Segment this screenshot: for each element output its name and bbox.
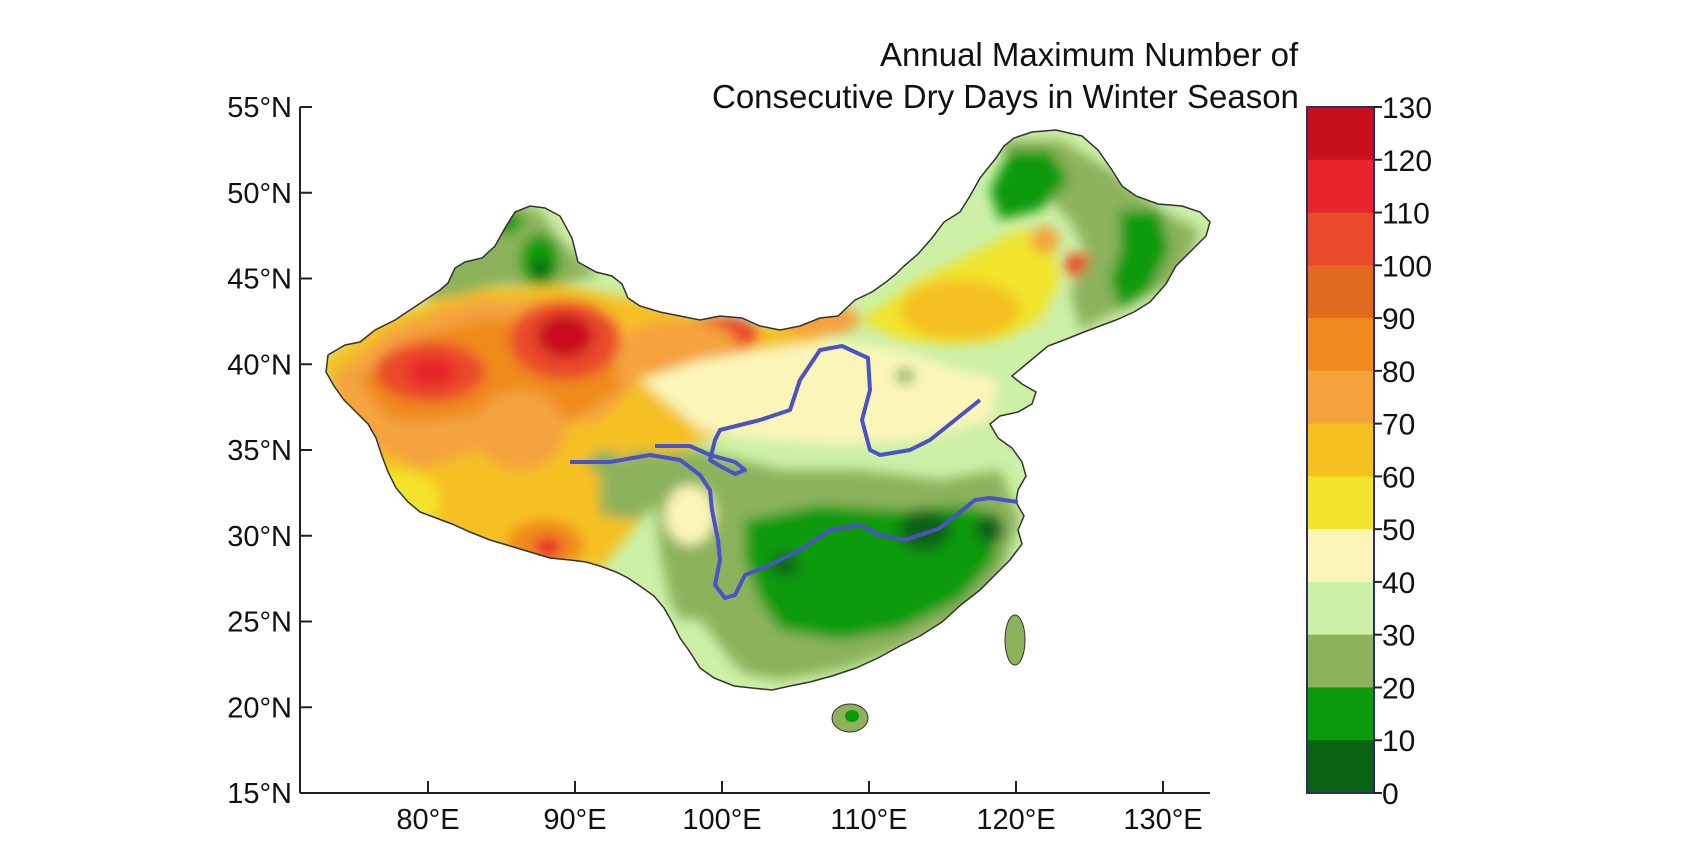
axes: 55°N 50°N 45°N 40°N 35°N 30°N 25°N 20°N 15°N 80°… xyxy=(227,92,1210,836)
lat-tick-label: 15°N xyxy=(227,778,292,810)
colorbar-bin xyxy=(1307,318,1374,372)
lat-tick-label: 35°N xyxy=(227,435,292,467)
colorbar-tick-label: 0 xyxy=(1382,778,1399,811)
taiwan-island xyxy=(1004,614,1026,666)
lon-tick-label: 80°E xyxy=(396,804,459,836)
colorbar-tick-label: 110 xyxy=(1382,198,1430,231)
lat-tick-label: 50°N xyxy=(227,178,292,210)
colorbar-tick-label: 60 xyxy=(1382,461,1415,494)
colorbar-bin xyxy=(1307,423,1374,477)
colorbar-tick-label: 10 xyxy=(1382,725,1415,758)
colorbar-tick-label: 50 xyxy=(1382,514,1415,547)
colorbar-bin xyxy=(1307,581,1374,636)
colorbar-tick-label: 100 xyxy=(1382,250,1432,283)
colorbar-bin xyxy=(1307,634,1374,688)
colorbar-tick-label: 130 xyxy=(1382,92,1432,125)
colorbar-bin xyxy=(1307,107,1374,161)
china-border xyxy=(325,129,1211,691)
colorbar-tick-label: 20 xyxy=(1382,672,1415,705)
lon-tick-label: 130°E xyxy=(1123,804,1202,836)
lat-tick-label: 30°N xyxy=(227,521,292,553)
colorbar-bin xyxy=(1307,476,1374,530)
colorbar-tick-label: 90 xyxy=(1382,303,1415,336)
colorbar-bin xyxy=(1307,265,1374,319)
colorbar-tick-label: 120 xyxy=(1382,145,1432,178)
colorbar-bin xyxy=(1307,740,1374,794)
lon-tick-label: 120°E xyxy=(976,804,1055,836)
colorbar-bin xyxy=(1307,529,1374,583)
lat-tick-label: 55°N xyxy=(227,92,292,124)
title-line-1: Annual Maximum Number of xyxy=(880,36,1299,73)
colorbar-tick-label: 80 xyxy=(1382,356,1415,389)
lat-tick-label: 20°N xyxy=(227,692,292,724)
colorbar-tick-label: 40 xyxy=(1382,567,1415,600)
lon-tick-label: 90°E xyxy=(543,804,606,836)
lon-tick-label: 100°E xyxy=(682,804,761,836)
colorbar-tick-label: 70 xyxy=(1382,409,1415,442)
colorbar-bin xyxy=(1307,159,1374,214)
lat-tick-label: 40°N xyxy=(227,349,292,381)
title-line-2: Consecutive Dry Days in Winter Season xyxy=(712,78,1299,115)
colorbar-frame xyxy=(1306,106,1375,794)
colorbar-bin xyxy=(1307,370,1374,425)
yellow-river xyxy=(655,344,982,476)
colorbar-tick-label: 30 xyxy=(1382,620,1415,653)
lat-tick-label: 45°N xyxy=(227,264,292,296)
map-region-china xyxy=(325,129,1211,733)
lon-tick-label: 110°E xyxy=(830,804,907,836)
colorbar-bin xyxy=(1307,212,1374,266)
yangtze-river xyxy=(570,453,1019,600)
colorbar-bin xyxy=(1307,687,1374,741)
lat-tick-label: 25°N xyxy=(227,607,292,639)
